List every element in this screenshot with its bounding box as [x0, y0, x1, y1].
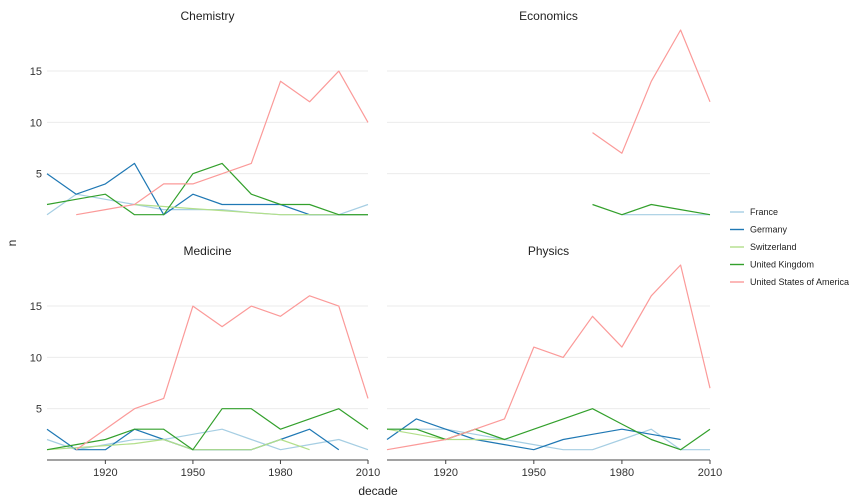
series-line-united-states-of-america: [75, 295, 369, 451]
legend-item-united-kingdom: United Kingdom: [730, 260, 814, 270]
panel-title: Chemistry: [180, 9, 234, 23]
y-tick-label: 5: [36, 404, 42, 416]
legend-label: Germany: [750, 225, 788, 235]
x-axis-title: decade: [358, 484, 398, 498]
series-line-united-kingdom: [46, 162, 368, 216]
x-tick-label: 2010: [698, 467, 722, 479]
y-tick-label: 5: [36, 169, 42, 181]
x-tick-label: 2010: [356, 467, 380, 479]
panel-medicine: Medicine 5 10 15 1920 1950 1980 2010: [30, 244, 380, 479]
legend-item-switzerland: Switzerland: [730, 242, 797, 252]
legend-label: Switzerland: [750, 242, 797, 252]
series-line-germany: [46, 162, 368, 216]
legend-label: France: [750, 207, 778, 217]
panel-physics: Physics 1920 1950 1980 2010: [386, 244, 722, 479]
series-line-switzerland: [46, 438, 310, 451]
x-tick-label: 1980: [610, 467, 634, 479]
y-tick-label: 10: [30, 352, 42, 364]
series-line-switzerland: [386, 428, 505, 441]
y-tick-label: 10: [30, 117, 42, 129]
x-tick-label: 1950: [181, 467, 205, 479]
series-line-france: [387, 428, 710, 451]
series-line-united-kingdom: [592, 203, 711, 216]
y-tick-label: 15: [30, 66, 42, 78]
legend-label: United Kingdom: [750, 260, 814, 270]
legend: France Germany Switzerland United Kingdom Un…: [730, 207, 849, 287]
panel-title: Physics: [528, 244, 569, 258]
series-line-germany: [386, 418, 681, 451]
y-tick-label: 15: [30, 301, 42, 313]
panel-title: Economics: [519, 9, 578, 23]
legend-label: United States of America: [750, 277, 849, 287]
series-line-united-kingdom: [46, 408, 369, 451]
panel-chemistry: Chemistry 5 10 15: [30, 9, 369, 216]
panel-title: Medicine: [183, 244, 231, 258]
legend-item-germany: Germany: [730, 225, 788, 235]
x-tick-label: 1950: [522, 467, 546, 479]
series-line-united-states-of-america: [386, 264, 711, 451]
legend-item-france: France: [730, 207, 778, 217]
y-axis-title: n: [5, 240, 19, 247]
legend-item-united-states-of-america: United States of America: [730, 277, 849, 287]
series-line-united-states-of-america: [592, 29, 711, 154]
x-tick-label: 1980: [268, 467, 292, 479]
series-line-united-kingdom: [387, 408, 711, 451]
x-tick-label: 1920: [433, 467, 457, 479]
series-line-united-states-of-america: [76, 70, 369, 216]
panel-economics: Economics: [387, 9, 711, 216]
series-line-switzerland: [134, 203, 368, 216]
x-tick-label: 1920: [93, 467, 117, 479]
